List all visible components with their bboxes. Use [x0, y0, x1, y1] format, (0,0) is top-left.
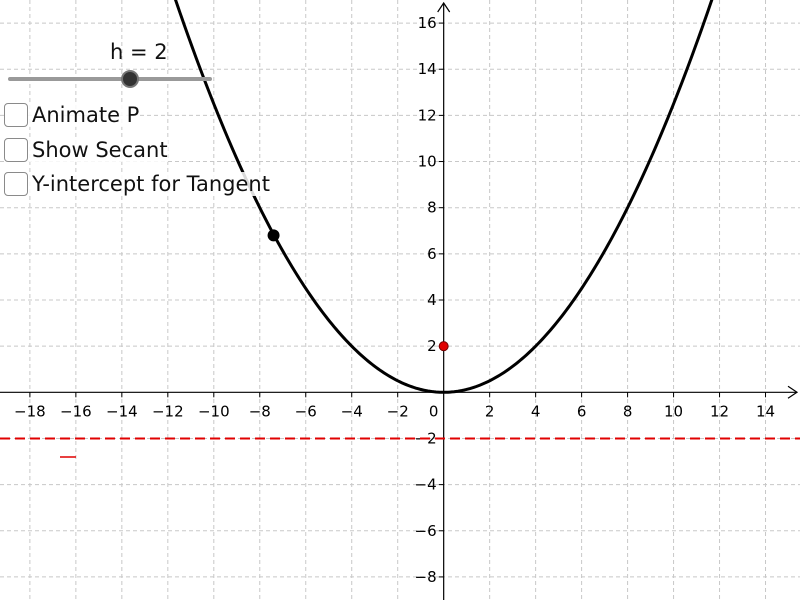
x-tick-label: 6 — [577, 402, 587, 420]
slider-label: h = 2 — [110, 40, 168, 64]
y-tick-label: 8 — [427, 199, 437, 217]
x-tick-label: −14 — [106, 402, 138, 420]
checkbox-box-icon[interactable] — [4, 138, 28, 162]
slider-handle[interactable] — [121, 70, 139, 88]
x-tick-label: 8 — [623, 402, 633, 420]
point-p[interactable] — [267, 229, 280, 242]
checkbox-box-icon[interactable] — [4, 103, 28, 127]
checkbox-box-icon[interactable] — [4, 172, 28, 196]
x-tick-label: −10 — [198, 402, 230, 420]
x-tick-label: −18 — [14, 402, 46, 420]
checkbox-y-intercept-tangent[interactable]: Y-intercept for Tangent — [4, 172, 270, 196]
y-tick-label: −4 — [415, 476, 437, 494]
y-tick-label: 2 — [427, 337, 437, 355]
x-tick-label: −6 — [295, 402, 317, 420]
x-tick-label: 12 — [710, 402, 729, 420]
x-tick-label: −2 — [387, 402, 409, 420]
y-tick-label: 12 — [418, 106, 437, 124]
y-tick-label: 14 — [418, 60, 437, 78]
x-axis-arrow-icon — [787, 385, 799, 399]
y-tick-label: 6 — [427, 245, 437, 263]
x-tick-label: −8 — [249, 402, 271, 420]
checkbox-animate-p[interactable]: Animate P — [4, 103, 140, 127]
y-tick-label: −6 — [415, 522, 437, 540]
y-tick-label: 10 — [418, 153, 437, 171]
tick-labels: −18 −16 −14 −12 −10 −8 −6 −4 −2 0 2 4 6 8 10 12 14 −8 −6 −4… — [14, 14, 775, 586]
graph-points — [267, 229, 449, 352]
x-tick-label: 4 — [531, 402, 541, 420]
x-tick-label: 0 — [429, 402, 439, 420]
x-tick-label: −16 — [60, 402, 92, 420]
parabola-curve[interactable] — [0, 0, 800, 394]
x-tick-label: 2 — [485, 402, 495, 420]
x-tick-label: 10 — [664, 402, 683, 420]
checkbox-show-secant[interactable]: Show Secant — [4, 138, 168, 162]
y-tick-label: 16 — [418, 14, 437, 32]
checkbox-label: Animate P — [32, 103, 140, 127]
y-axis-arrow-icon — [437, 1, 451, 13]
x-tick-label: 14 — [756, 402, 775, 420]
checkbox-label: Show Secant — [32, 138, 168, 162]
checkbox-label: Y-intercept for Tangent — [32, 172, 270, 196]
y-tick-label: 4 — [427, 291, 437, 309]
y-tick-label: −8 — [415, 568, 437, 586]
x-tick-label: −4 — [341, 402, 363, 420]
focus-point[interactable] — [438, 341, 449, 352]
x-tick-label: −12 — [152, 402, 184, 420]
